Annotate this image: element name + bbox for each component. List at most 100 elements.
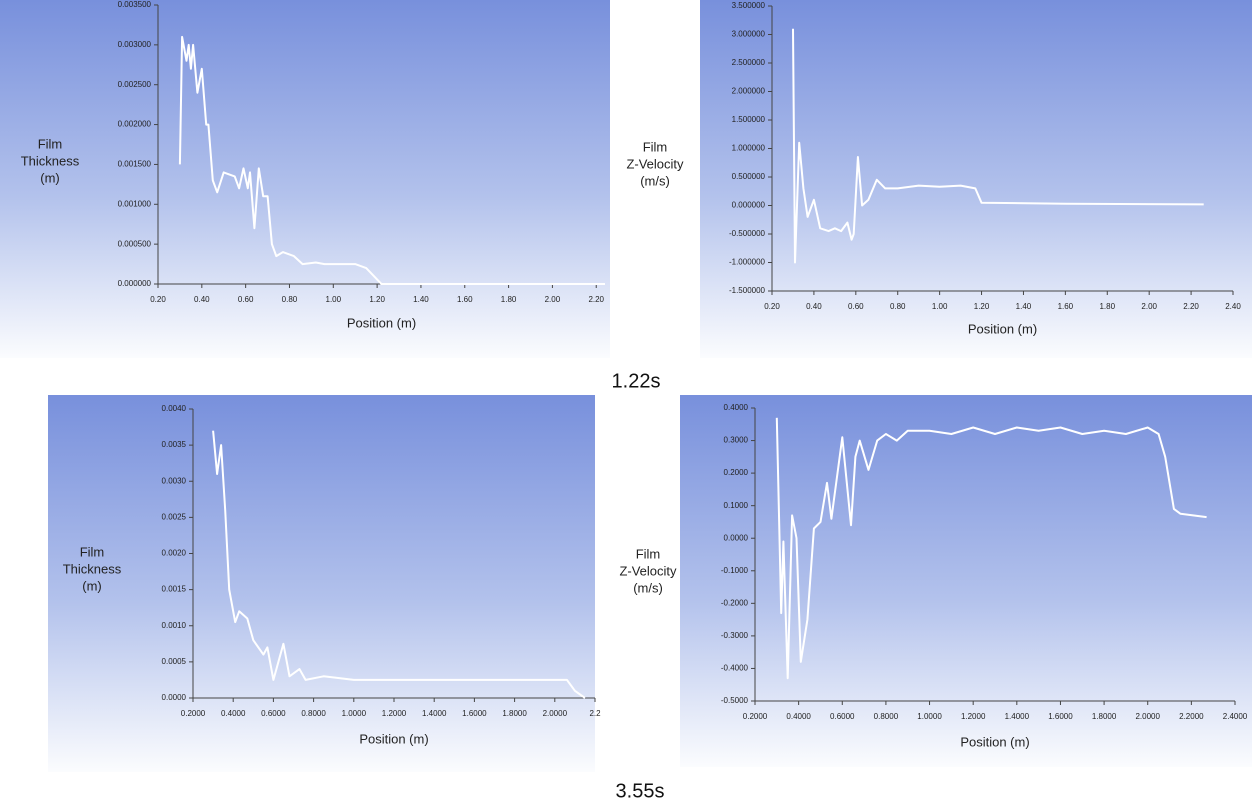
y-tick-label: 0.4000 (724, 403, 749, 412)
y-tick-label: 0.2000 (724, 468, 749, 477)
y-axis-label: Film (80, 544, 105, 559)
x-tick-label: 1.8000 (502, 709, 527, 718)
x-tick-label: 1.40 (1016, 302, 1032, 311)
y-tick-label: 1.000000 (732, 144, 766, 153)
x-tick-label: 1.4000 (1005, 712, 1030, 721)
x-tick-label: 1.60 (457, 295, 473, 304)
y-tick-label: 0.002000 (118, 120, 152, 129)
y-tick-label: 0.001500 (118, 160, 152, 169)
x-tick-label: 0.80 (890, 302, 906, 311)
x-tick-label: 1.8000 (1092, 712, 1117, 721)
x-tick-label: 2.2000 (1179, 712, 1204, 721)
y-tick-label: 0.1000 (724, 501, 749, 510)
y-tick-label: 0.001000 (118, 199, 152, 208)
x-tick-label: 1.20 (974, 302, 990, 311)
x-tick-label: 1.60 (1058, 302, 1074, 311)
y-tick-label: 0.0040 (162, 404, 187, 413)
y-tick-label: 0.0015 (162, 585, 187, 594)
y-tick-label: 0.002500 (118, 80, 152, 89)
panel-background (0, 0, 610, 358)
data-line (792, 28, 1204, 264)
y-axis-label: (m) (40, 170, 60, 185)
x-axis-label: Position (m) (968, 321, 1037, 336)
y-tick-label: -1.000000 (729, 258, 766, 267)
y-tick-label: -1.500000 (729, 286, 766, 295)
x-tick-label: 0.2000 (181, 709, 206, 718)
x-tick-label: 1.0000 (342, 709, 367, 718)
y-tick-label: -0.4000 (721, 664, 749, 673)
y-tick-label: 0.0030 (162, 476, 187, 485)
panel-background (700, 0, 1252, 358)
caption: 1.22s (612, 370, 661, 392)
x-tick-label: 2.20 (1183, 302, 1199, 311)
x-tick-label: 0.6000 (261, 709, 286, 718)
x-tick-label: 0.8000 (301, 709, 326, 718)
panel-background (680, 395, 1252, 767)
y-tick-label: 0.0000 (162, 693, 187, 702)
y-tick-label: 3.500000 (732, 1, 766, 10)
data-line (775, 417, 1207, 680)
y-axis-label: Film (38, 136, 63, 151)
y-tick-label: 0.0025 (162, 512, 187, 521)
y-tick-label: 0.0000 (724, 533, 749, 542)
x-tick-label: 2.2 (589, 709, 601, 718)
y-tick-label: 2.000000 (732, 87, 766, 96)
y-tick-label: 0.000000 (118, 279, 152, 288)
x-tick-label: 1.80 (1099, 302, 1115, 311)
y-axis-label: (m/s) (640, 173, 670, 188)
x-tick-label: 2.20 (588, 295, 604, 304)
y-tick-label: 0.500000 (732, 172, 766, 181)
y-tick-label: 1.500000 (732, 115, 766, 124)
y-axis-label: Thickness (63, 561, 122, 576)
x-tick-label: 0.60 (848, 302, 864, 311)
y-tick-label: 0.003500 (118, 0, 152, 9)
y-tick-label: -0.500000 (729, 229, 766, 238)
x-tick-label: 1.0000 (917, 712, 942, 721)
x-tick-label: 1.00 (932, 302, 948, 311)
x-tick-label: 0.40 (194, 295, 210, 304)
panel-background (48, 395, 595, 772)
y-tick-label: 0.003000 (118, 40, 152, 49)
y-tick-label: 0.0005 (162, 657, 187, 666)
x-tick-label: 0.2000 (743, 712, 768, 721)
y-tick-label: 0.000000 (732, 201, 766, 210)
x-tick-label: 0.4000 (786, 712, 811, 721)
x-tick-label: 1.00 (326, 295, 342, 304)
x-tick-label: 1.40 (413, 295, 429, 304)
x-tick-label: 1.80 (501, 295, 517, 304)
y-tick-label: 3.000000 (732, 30, 766, 39)
x-tick-label: 0.6000 (830, 712, 855, 721)
caption: 3.55s (616, 780, 665, 802)
x-tick-label: 1.4000 (422, 709, 447, 718)
x-axis-label: Position (m) (960, 734, 1029, 749)
x-tick-label: 1.6000 (1048, 712, 1073, 721)
x-tick-label: 2.4000 (1223, 712, 1248, 721)
x-tick-label: 2.0000 (543, 709, 568, 718)
x-tick-label: 0.60 (238, 295, 254, 304)
y-tick-label: 0.0035 (162, 440, 187, 449)
x-tick-label: 0.4000 (221, 709, 246, 718)
x-tick-label: 0.20 (150, 295, 166, 304)
x-tick-label: 0.40 (806, 302, 822, 311)
y-axis-label: Thickness (21, 153, 80, 168)
data-line (212, 430, 586, 699)
y-axis-label: Z-Velocity (619, 563, 677, 578)
data-line (178, 35, 605, 285)
y-axis-label: Z-Velocity (626, 156, 684, 171)
y-axis-label: (m) (82, 578, 102, 593)
y-tick-label: 2.500000 (732, 58, 766, 67)
x-axis-label: Position (m) (359, 731, 428, 746)
y-tick-label: 0.0020 (162, 549, 187, 558)
y-axis-label: Film (643, 139, 668, 154)
x-axis-label: Position (m) (347, 315, 416, 330)
y-tick-label: -0.5000 (721, 696, 749, 705)
x-tick-label: 2.0000 (1135, 712, 1160, 721)
y-tick-label: -0.1000 (721, 566, 749, 575)
x-tick-label: 2.40 (1225, 302, 1241, 311)
y-tick-label: -0.3000 (721, 631, 749, 640)
x-tick-label: 1.2000 (961, 712, 986, 721)
y-tick-label: -0.2000 (721, 598, 749, 607)
x-tick-label: 1.6000 (462, 709, 487, 718)
